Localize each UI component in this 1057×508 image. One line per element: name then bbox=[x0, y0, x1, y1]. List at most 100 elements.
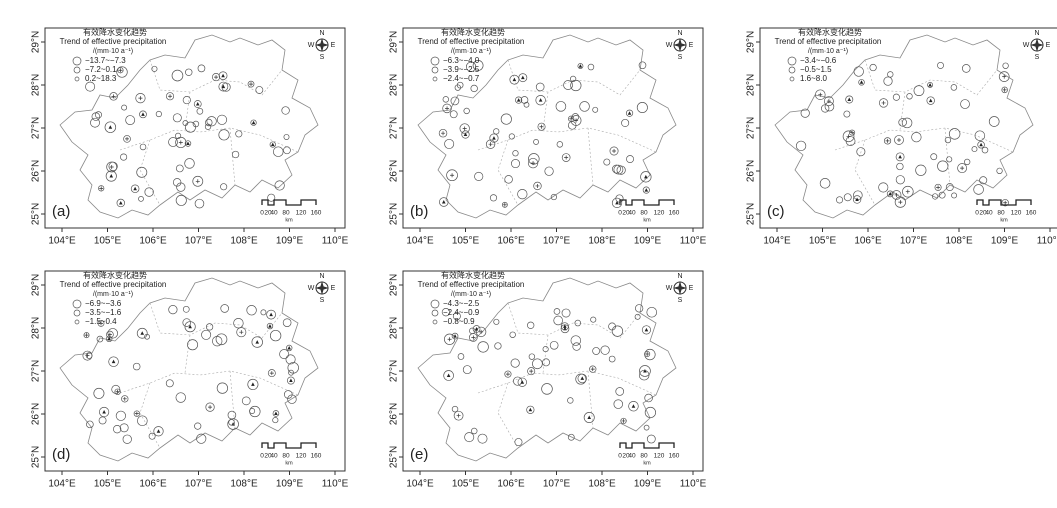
station-sign bbox=[450, 173, 455, 178]
station bbox=[194, 422, 202, 430]
x-tick-label: 110°E bbox=[1037, 236, 1057, 247]
station bbox=[615, 387, 625, 396]
station-sign bbox=[574, 118, 579, 123]
station-sign bbox=[125, 136, 130, 141]
legend-symbol bbox=[72, 56, 82, 66]
station bbox=[454, 84, 461, 91]
station-sign bbox=[631, 404, 636, 408]
station bbox=[477, 433, 488, 444]
prefecture-boundary bbox=[119, 59, 299, 206]
legend-title-cn: 有效降水变化趋势 bbox=[83, 270, 147, 280]
y-tick-label: 29°N bbox=[389, 274, 400, 296]
station bbox=[117, 67, 124, 74]
station bbox=[973, 184, 984, 195]
x-tick-label: 106°E bbox=[854, 236, 882, 247]
station bbox=[285, 354, 296, 365]
station bbox=[267, 193, 276, 202]
station-sign bbox=[195, 102, 200, 106]
legend-class: 1.6~8.0 bbox=[800, 74, 827, 83]
legend-symbol bbox=[430, 299, 440, 309]
compass-e: E bbox=[1046, 42, 1051, 49]
prefecture-boundary bbox=[477, 59, 657, 206]
station bbox=[168, 305, 178, 315]
station-sign bbox=[847, 97, 852, 101]
station bbox=[517, 377, 527, 387]
station bbox=[1001, 86, 1008, 94]
station bbox=[535, 94, 546, 106]
legend-title-en: Trend of effective precipitation bbox=[60, 280, 167, 289]
station bbox=[283, 146, 291, 155]
scale-label: 160 bbox=[669, 210, 680, 217]
station-sign bbox=[268, 324, 272, 328]
station bbox=[236, 327, 247, 338]
panel-label: (c) bbox=[767, 203, 785, 220]
legend-class: −6.3~−4.0 bbox=[443, 56, 480, 65]
station bbox=[979, 176, 988, 185]
legend-class: −0.8~0.9 bbox=[443, 317, 475, 326]
station bbox=[132, 362, 141, 371]
station-sign bbox=[84, 333, 89, 338]
station bbox=[891, 190, 902, 200]
station-sign bbox=[512, 77, 517, 82]
station bbox=[250, 119, 257, 126]
station bbox=[90, 117, 100, 128]
compass-n: N bbox=[319, 30, 324, 37]
x-tick-label: 107°E bbox=[543, 236, 571, 247]
station bbox=[800, 108, 810, 118]
station bbox=[182, 305, 190, 313]
station bbox=[176, 182, 186, 192]
station bbox=[592, 106, 599, 113]
station bbox=[575, 373, 587, 385]
compass-star bbox=[1030, 38, 1044, 52]
y-tick-label: 27°N bbox=[31, 117, 42, 139]
station bbox=[998, 71, 1010, 82]
scale-label: 160 bbox=[1026, 210, 1037, 217]
station bbox=[542, 358, 551, 367]
station bbox=[139, 143, 147, 151]
station bbox=[644, 351, 651, 357]
station bbox=[137, 415, 148, 427]
station bbox=[938, 191, 946, 199]
map-panel: 104°E 105°E 106°E 107°E 108°E 109°E 110°E 29°N 2… bbox=[31, 270, 349, 490]
station bbox=[613, 399, 623, 409]
station bbox=[520, 96, 529, 104]
station bbox=[470, 84, 478, 93]
station bbox=[515, 96, 523, 104]
station bbox=[288, 369, 294, 376]
station bbox=[646, 306, 658, 318]
station-sign bbox=[186, 141, 190, 146]
station-sign bbox=[587, 415, 592, 419]
station-sign bbox=[612, 148, 617, 153]
compass-s: S bbox=[1035, 54, 1040, 61]
station bbox=[1001, 199, 1009, 207]
station bbox=[120, 153, 128, 161]
station bbox=[266, 309, 276, 320]
station bbox=[192, 175, 204, 187]
station bbox=[883, 76, 893, 86]
station bbox=[287, 394, 297, 404]
station bbox=[115, 410, 127, 421]
legend-title-cn: 有效降水变化趋势 bbox=[798, 27, 862, 37]
station bbox=[171, 69, 184, 82]
x-tick-label: 108°E bbox=[588, 479, 616, 490]
station bbox=[282, 318, 292, 327]
station bbox=[184, 121, 196, 133]
station bbox=[527, 367, 536, 376]
station bbox=[824, 101, 835, 112]
station bbox=[130, 184, 140, 194]
station bbox=[477, 341, 489, 353]
station bbox=[589, 365, 597, 373]
legend-class: −0.5~1.5 bbox=[800, 65, 832, 74]
station bbox=[469, 333, 478, 342]
x-tick-label: 106°E bbox=[497, 236, 525, 247]
station bbox=[911, 132, 922, 143]
station-sign bbox=[896, 137, 901, 142]
station bbox=[459, 123, 470, 134]
station-sign bbox=[102, 409, 106, 414]
station bbox=[937, 61, 944, 69]
station bbox=[577, 373, 587, 384]
station bbox=[549, 340, 559, 350]
station bbox=[286, 376, 295, 385]
station bbox=[471, 427, 478, 435]
station bbox=[555, 101, 567, 112]
